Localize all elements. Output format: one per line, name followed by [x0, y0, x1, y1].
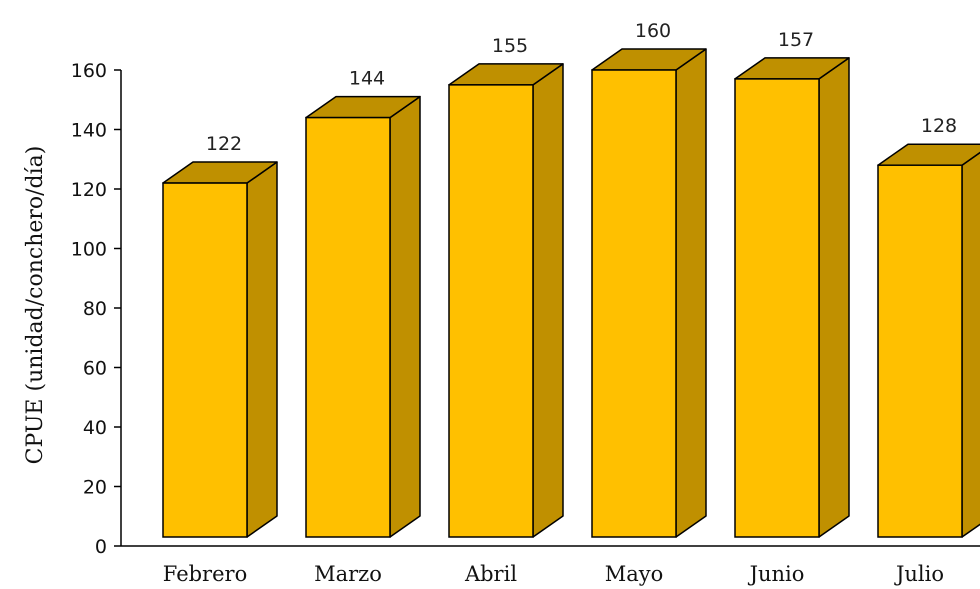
- data-label: 128: [921, 115, 957, 137]
- bar-mayo: [591, 48, 707, 538]
- bar-front-face: [591, 69, 677, 538]
- x-category-label: Junio: [748, 562, 805, 586]
- bar-top-face: [877, 143, 980, 166]
- labels: 122 Febrero 144 Marzo 155 Abril 160 Mayo 157 Juni…: [163, 20, 957, 586]
- y-axis-title: CPUE (unidad/conchero/día): [23, 146, 48, 465]
- x-category-label: Julio: [894, 562, 944, 586]
- bar-side-face: [246, 161, 278, 538]
- data-label: 157: [778, 29, 814, 51]
- bar-side-face: [818, 57, 850, 538]
- bar-abril: [448, 63, 564, 538]
- data-label: 160: [635, 20, 671, 42]
- bar-front-face: [448, 84, 534, 538]
- bar-front-face: [305, 116, 391, 538]
- x-category-label: Mayo: [605, 562, 664, 586]
- bar-side-face: [675, 48, 707, 538]
- bar-side-face: [961, 151, 980, 538]
- y-tick-label: 60: [83, 358, 107, 380]
- y-tick-label: 120: [71, 179, 107, 201]
- y-tick-label: 100: [71, 239, 107, 261]
- bar-marzo: [305, 95, 421, 538]
- x-category-label: Marzo: [314, 562, 382, 586]
- bar-front-face: [877, 164, 963, 538]
- bar-front-face: [162, 182, 248, 538]
- bar-front-face: [734, 78, 820, 538]
- y-tick-label: 40: [83, 417, 107, 439]
- axes: 0 20 40 60 80 100 120 140 160: [71, 60, 980, 558]
- data-label: 144: [349, 68, 385, 90]
- x-category-label: Abril: [464, 562, 517, 586]
- y-tick-label: 140: [71, 120, 107, 142]
- data-label: 122: [206, 133, 242, 155]
- y-tick-label: 20: [83, 477, 107, 499]
- y-tick-label: 0: [95, 536, 107, 558]
- bar-side-face: [389, 95, 421, 538]
- y-tick-label: 160: [71, 60, 107, 82]
- x-category-label: Febrero: [163, 562, 247, 586]
- bar-julio: [877, 143, 980, 538]
- bar-febrero: [162, 161, 278, 538]
- y-tick-label: 80: [83, 298, 107, 320]
- bars: [162, 48, 980, 538]
- bar-junio: [734, 57, 850, 538]
- bar-side-face: [532, 63, 564, 538]
- data-label: 155: [492, 35, 528, 57]
